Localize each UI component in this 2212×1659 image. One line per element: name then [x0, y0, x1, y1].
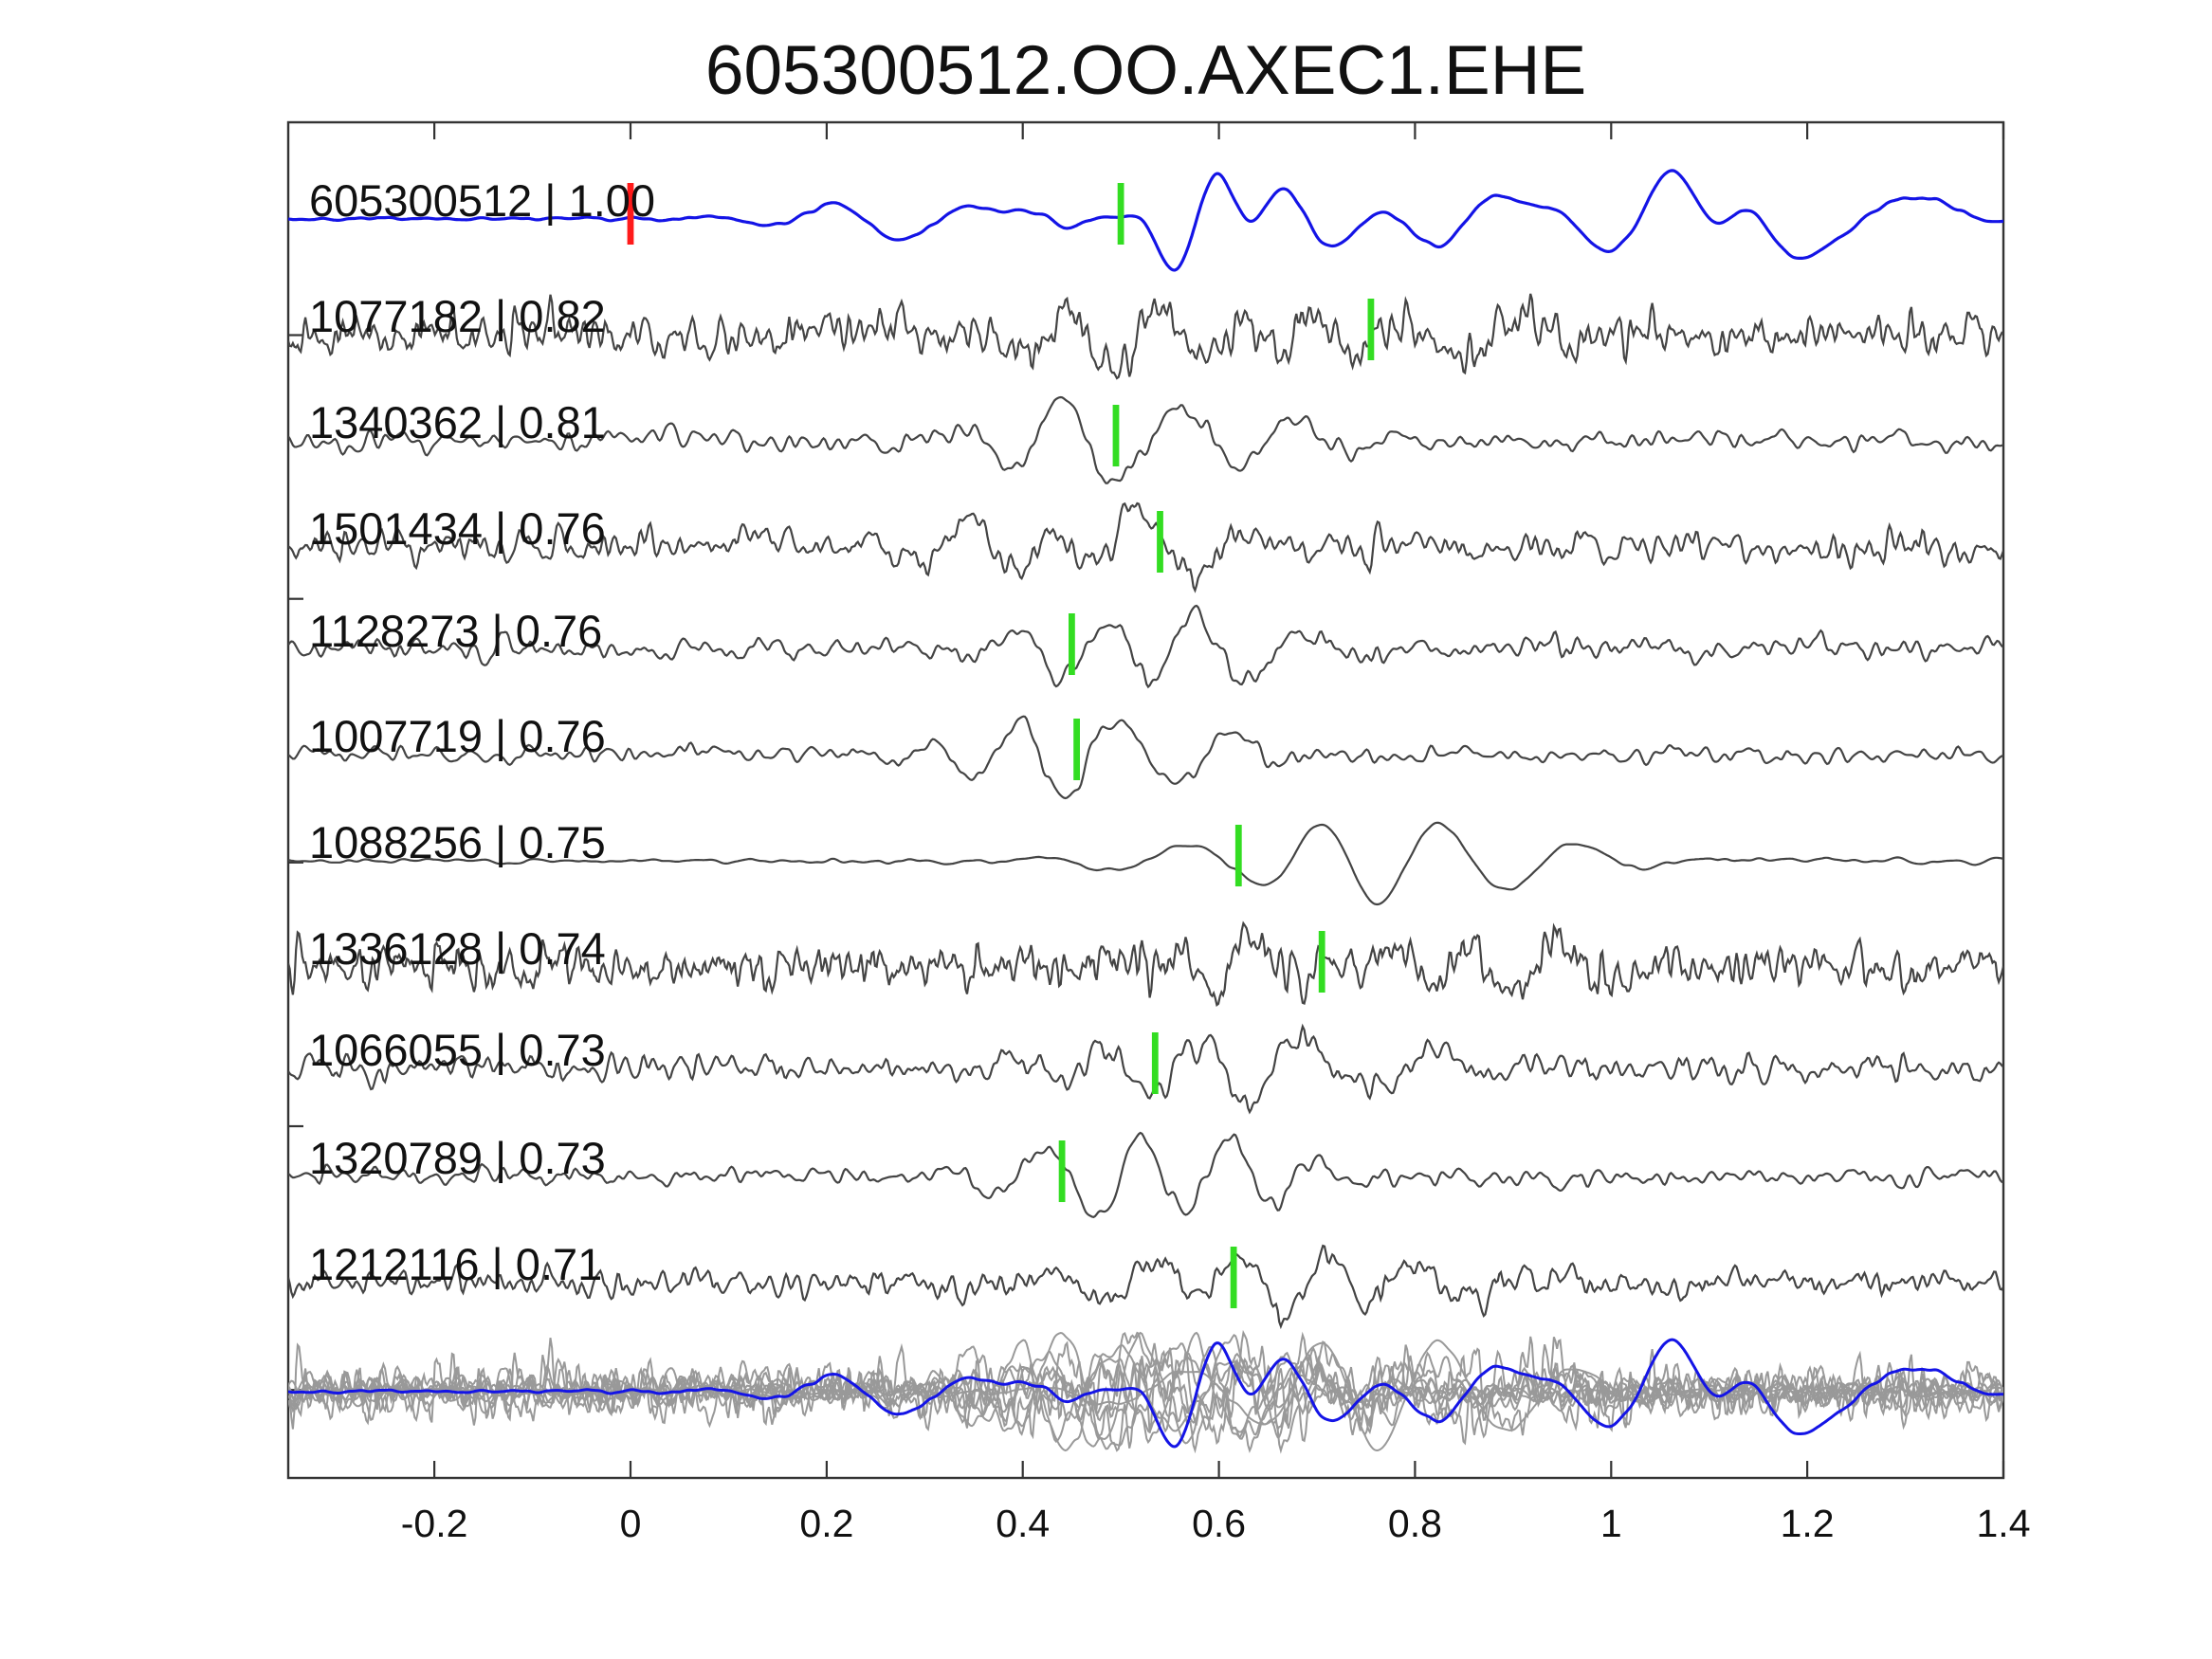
svg-text:1320789 | 0.73: 1320789 | 0.73	[309, 1133, 606, 1183]
svg-text:0.8: 0.8	[1388, 1502, 1442, 1545]
svg-text:1: 1	[1600, 1502, 1622, 1545]
svg-text:1128273 | 0.76: 1128273 | 0.76	[309, 606, 602, 656]
svg-text:1066055 | 0.73: 1066055 | 0.73	[309, 1025, 606, 1075]
svg-text:605300512 | 1.00: 605300512 | 1.00	[309, 175, 655, 226]
svg-text:0: 0	[620, 1502, 642, 1545]
svg-text:1336128 | 0.74: 1336128 | 0.74	[309, 923, 606, 974]
svg-text:605300512.OO.AXEC1.EHE: 605300512.OO.AXEC1.EHE	[705, 32, 1586, 109]
svg-text:1007719 | 0.76: 1007719 | 0.76	[309, 711, 606, 761]
svg-text:1.2: 1.2	[1781, 1502, 1835, 1545]
svg-text:0.6: 0.6	[1192, 1502, 1246, 1545]
svg-text:0.4: 0.4	[996, 1502, 1050, 1545]
svg-text:-0.2: -0.2	[401, 1502, 468, 1545]
svg-text:1212116 | 0.71: 1212116 | 0.71	[309, 1239, 602, 1289]
svg-text:1077182 | 0.82: 1077182 | 0.82	[309, 291, 606, 341]
svg-text:1.4: 1.4	[1977, 1502, 2031, 1545]
svg-text:1501434 | 0.76: 1501434 | 0.76	[309, 503, 606, 554]
svg-text:1340362 | 0.81: 1340362 | 0.81	[309, 397, 606, 447]
svg-text:1088256 | 0.75: 1088256 | 0.75	[309, 817, 606, 867]
svg-text:0.2: 0.2	[799, 1502, 853, 1545]
